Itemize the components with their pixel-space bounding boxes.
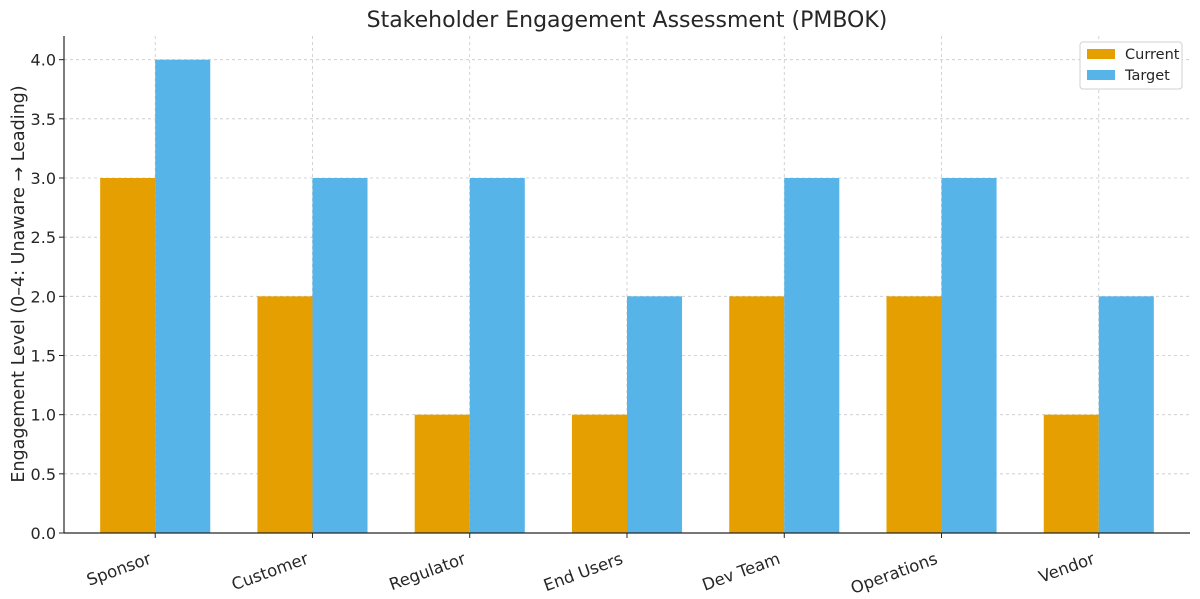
y-tick-labels: 0.0 0.5 1.0 1.5 2.0 2.5 3.0 3.5 4.0 bbox=[31, 51, 56, 543]
legend-swatch-current bbox=[1087, 49, 1115, 59]
y-tick-label: 4.0 bbox=[31, 51, 56, 70]
bar-current-end-users bbox=[571, 414, 627, 533]
y-tick-label: 0.0 bbox=[31, 524, 56, 543]
bar-target-customer bbox=[312, 178, 368, 533]
axes bbox=[59, 36, 1190, 538]
chart-title: Stakeholder Engagement Assessment (PMBOK… bbox=[367, 8, 888, 33]
legend: Current Target bbox=[1079, 41, 1183, 90]
y-tick-label: 0.5 bbox=[31, 465, 56, 484]
bar-target-sponsor bbox=[155, 59, 211, 534]
x-tick-labels: Sponsor Customer Regulator End Users Dev Tea… bbox=[84, 549, 1097, 598]
y-tick-label: 3.0 bbox=[31, 169, 56, 188]
bar-current-vendor bbox=[1043, 414, 1099, 533]
bar-target-end-users bbox=[627, 296, 683, 533]
bar-target-dev-team bbox=[784, 178, 840, 533]
x-tick-label: Regulator bbox=[387, 549, 469, 594]
y-tick-label: 1.5 bbox=[31, 347, 56, 366]
legend-label-current: Current bbox=[1125, 47, 1180, 63]
bar-current-dev-team bbox=[729, 296, 785, 533]
bar-target-vendor bbox=[1098, 296, 1154, 533]
y-tick-label: 2.5 bbox=[31, 228, 56, 247]
legend-label-target: Target bbox=[1124, 68, 1170, 84]
x-tick-label: Customer bbox=[229, 549, 311, 594]
bar-current-regulator bbox=[414, 414, 470, 533]
x-tick-label: Operations bbox=[848, 549, 940, 595]
y-tick-label: 3.5 bbox=[31, 110, 56, 129]
bar-current-customer bbox=[257, 296, 313, 533]
x-tick-label: Dev Team bbox=[700, 549, 783, 595]
grid-lines bbox=[64, 36, 1190, 534]
x-tick-label: End Users bbox=[541, 549, 625, 595]
x-tick-label: Sponsor bbox=[84, 549, 154, 590]
y-tick-label: 1.0 bbox=[31, 406, 56, 425]
y-axis-label: Engagement Level (0–4: Unaware → Leading… bbox=[9, 85, 29, 482]
legend-swatch-target bbox=[1087, 70, 1115, 80]
bar-current-operations bbox=[886, 296, 942, 533]
y-tick-label: 2.0 bbox=[31, 287, 56, 306]
bar-target-operations bbox=[941, 178, 997, 533]
bars bbox=[100, 59, 1154, 534]
bar-target-regulator bbox=[469, 178, 525, 533]
x-tick-label: Vendor bbox=[1036, 549, 1097, 587]
bar-current-sponsor bbox=[100, 178, 156, 533]
